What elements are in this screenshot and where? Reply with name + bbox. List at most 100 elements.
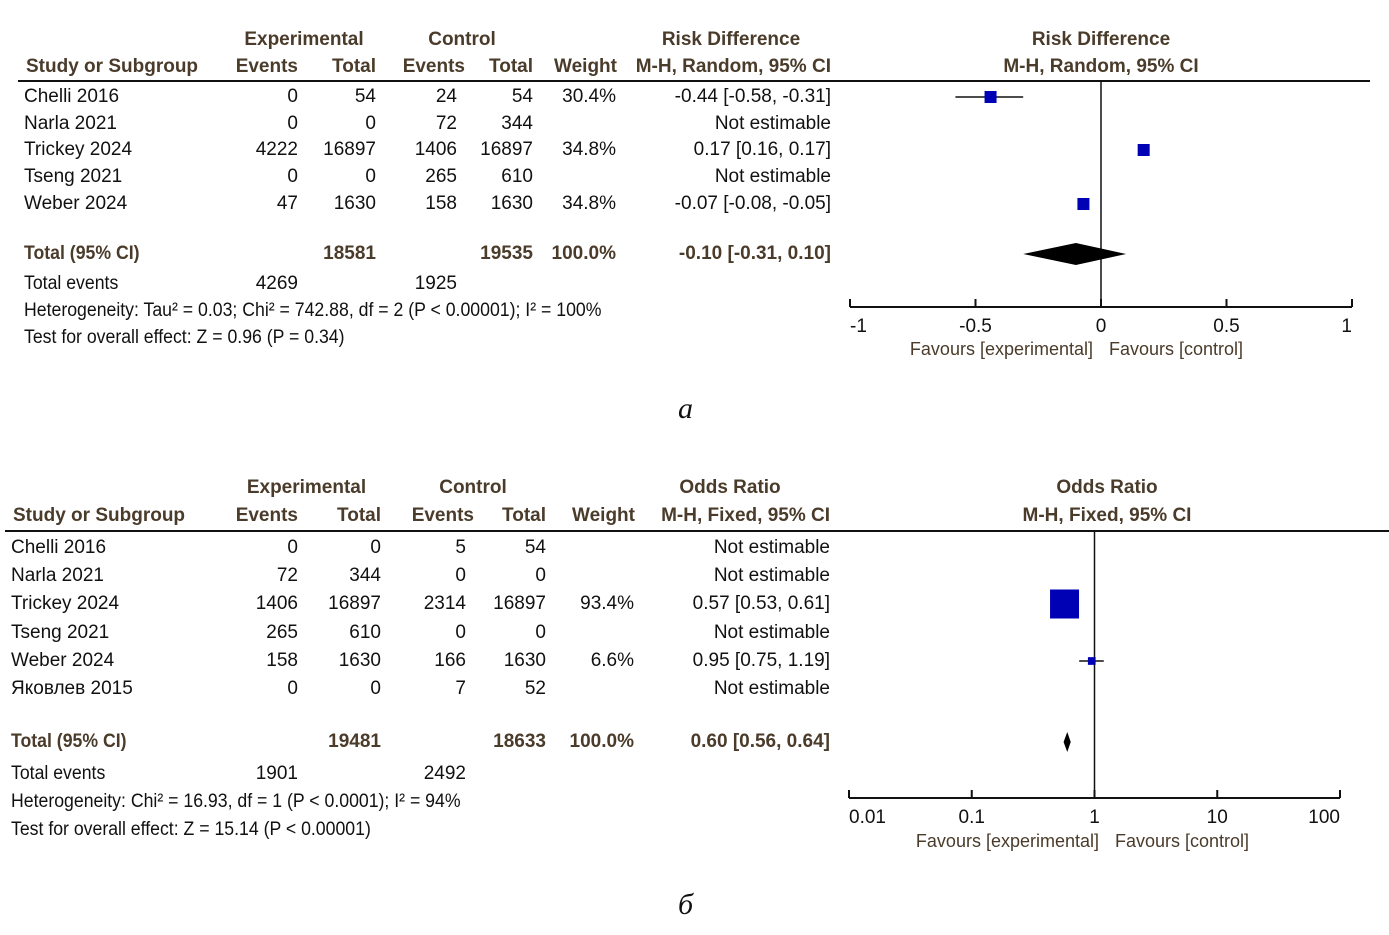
header-effect-title: Odds Ratio bbox=[679, 477, 781, 498]
exp-events: 72 bbox=[276, 565, 298, 586]
exp-total: 0 bbox=[365, 113, 376, 134]
header-ctl-events: Events bbox=[402, 56, 465, 77]
header-weight: Weight bbox=[554, 56, 617, 77]
header-exp-events: Events bbox=[235, 505, 298, 526]
total-ctl: 19535 bbox=[480, 243, 533, 264]
ctl-total: 344 bbox=[501, 113, 533, 134]
total-exp: 19481 bbox=[328, 731, 381, 752]
total-exp: 18581 bbox=[323, 243, 376, 264]
panel-label: а bbox=[678, 392, 693, 425]
plot-title: Odds Ratio bbox=[1056, 477, 1158, 498]
exp-total: 16897 bbox=[328, 593, 381, 614]
study-name: Weber 2024 bbox=[24, 193, 128, 214]
x-tick-label: -1 bbox=[850, 316, 867, 337]
ctl-events: 24 bbox=[435, 86, 457, 107]
study-effect-square bbox=[1077, 198, 1090, 210]
exp-total: 54 bbox=[354, 86, 376, 107]
total-events-exp: 4269 bbox=[255, 273, 298, 294]
ctl-total: 16897 bbox=[480, 139, 533, 160]
total-label: Total (95% CI) bbox=[11, 731, 127, 752]
total-weight: 100.0% bbox=[569, 731, 634, 752]
total-label: Total (95% CI) bbox=[24, 243, 140, 264]
header-divider bbox=[5, 530, 1389, 532]
exp-events: 0 bbox=[287, 166, 298, 187]
exp-total: 344 bbox=[349, 565, 381, 586]
header-exp-total: Total bbox=[332, 56, 376, 77]
study-effect-square bbox=[984, 91, 997, 103]
effect-estimate: 0.17 [0.16, 0.17] bbox=[693, 139, 831, 160]
heterogeneity-text: Heterogeneity: Chi² = 16.93, df = 1 (P <… bbox=[11, 791, 461, 812]
overall-effect-text: Test for overall effect: Z = 15.14 (P < … bbox=[11, 819, 371, 840]
favours-right-label: Favours [control] bbox=[1115, 831, 1249, 851]
ctl-total: 54 bbox=[524, 537, 546, 558]
header-weight: Weight bbox=[572, 505, 635, 526]
panel-label: б bbox=[678, 888, 694, 921]
study-name: Tseng 2021 bbox=[24, 166, 123, 187]
header-study: Study or Subgroup bbox=[26, 56, 199, 77]
header-divider bbox=[18, 80, 1370, 82]
x-tick-label: -0.5 bbox=[959, 316, 992, 337]
ctl-total: 610 bbox=[501, 166, 533, 187]
header-exp-events: Events bbox=[235, 56, 298, 77]
study-name: Chelli 2016 bbox=[11, 537, 107, 558]
ctl-events: 265 bbox=[425, 166, 457, 187]
total-effect: 0.60 [0.56, 0.64] bbox=[690, 731, 830, 752]
exp-events: 0 bbox=[287, 678, 298, 699]
effect-estimate: Not estimable bbox=[713, 537, 830, 558]
total-events-exp: 1901 bbox=[255, 763, 298, 784]
plot-title: Risk Difference bbox=[1031, 29, 1171, 50]
x-tick-label: 10 bbox=[1207, 807, 1228, 828]
header-control: Control bbox=[439, 477, 507, 498]
ctl-events: 72 bbox=[435, 113, 457, 134]
header-exp-total: Total bbox=[337, 505, 381, 526]
ctl-events: 7 bbox=[455, 678, 466, 699]
effect-estimate: Not estimable bbox=[714, 166, 831, 187]
weight: 34.8% bbox=[562, 193, 616, 214]
header-control: Control bbox=[428, 29, 496, 50]
total-events-ctl: 2492 bbox=[423, 763, 466, 784]
exp-total: 16897 bbox=[323, 139, 376, 160]
total-ctl: 18633 bbox=[493, 731, 546, 752]
study-name: Trickey 2024 bbox=[11, 593, 120, 614]
favours-right-label: Favours [control] bbox=[1109, 339, 1243, 359]
exp-events: 265 bbox=[266, 622, 298, 643]
x-tick-label: 0.5 bbox=[1213, 316, 1239, 337]
weight: 93.4% bbox=[580, 593, 634, 614]
effect-estimate: Not estimable bbox=[713, 622, 830, 643]
header-ctl-total: Total bbox=[502, 505, 546, 526]
exp-events: 4222 bbox=[255, 139, 298, 160]
exp-total: 1630 bbox=[338, 650, 381, 671]
ctl-total: 0 bbox=[535, 565, 546, 586]
ctl-events: 0 bbox=[455, 622, 466, 643]
study-effect-square bbox=[1137, 144, 1150, 156]
study-name: Weber 2024 bbox=[11, 650, 115, 671]
total-weight: 100.0% bbox=[551, 243, 616, 264]
pooled-effect-diamond bbox=[1023, 243, 1127, 265]
header-experimental: Experimental bbox=[246, 477, 367, 498]
study-effect-square bbox=[1050, 589, 1080, 619]
total-events-label: Total events bbox=[24, 273, 119, 294]
effect-estimate: Not estimable bbox=[714, 113, 831, 134]
effect-estimate: 0.95 [0.75, 1.19] bbox=[692, 650, 830, 671]
header-study: Study or Subgroup bbox=[13, 505, 186, 526]
study-name: Narla 2021 bbox=[11, 565, 104, 586]
header-effect-method: M-H, Fixed, 95% CI bbox=[661, 505, 830, 526]
exp-total: 0 bbox=[370, 678, 381, 699]
exp-total: 1630 bbox=[333, 193, 376, 214]
study-effect-square bbox=[1087, 657, 1096, 665]
x-tick-label: 0 bbox=[1096, 316, 1107, 337]
header-ctl-total: Total bbox=[489, 56, 533, 77]
plot-method: M-H, Fixed, 95% CI bbox=[1022, 505, 1192, 526]
x-tick-label: 1 bbox=[1341, 316, 1352, 337]
study-name: Tseng 2021 bbox=[11, 622, 110, 643]
exp-events: 158 bbox=[266, 650, 298, 671]
weight: 34.8% bbox=[562, 139, 616, 160]
favours-left-label: Favours [experimental] bbox=[910, 339, 1093, 359]
x-tick-label: 100 bbox=[1308, 807, 1340, 828]
ctl-events: 166 bbox=[434, 650, 466, 671]
pooled-effect-diamond bbox=[1063, 732, 1071, 752]
favours-left-label: Favours [experimental] bbox=[916, 831, 1099, 851]
ctl-total: 1630 bbox=[503, 650, 546, 671]
heterogeneity-text: Heterogeneity: Tau² = 0.03; Chi² = 742.8… bbox=[24, 300, 602, 321]
study-name: Chelli 2016 bbox=[24, 86, 120, 107]
